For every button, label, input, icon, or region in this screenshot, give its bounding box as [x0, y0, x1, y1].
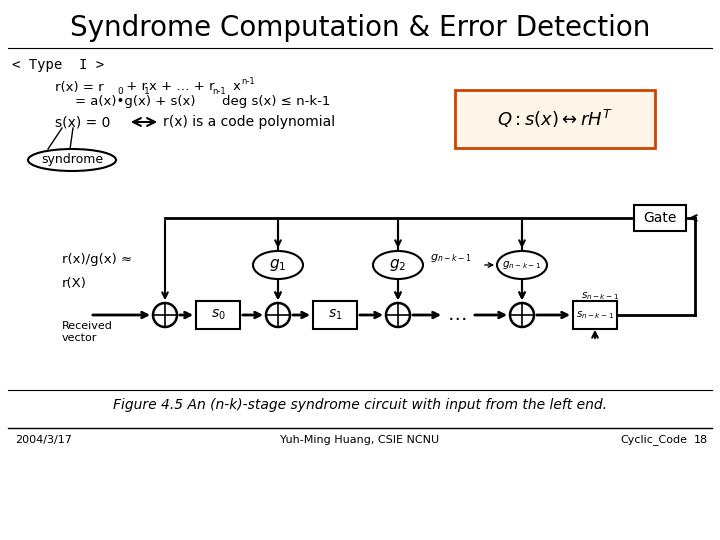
Circle shape	[510, 303, 534, 327]
Bar	[455, 90, 655, 148]
Text: < Type  I >: < Type I >	[12, 58, 104, 72]
Ellipse shape	[253, 251, 303, 279]
Bar	[634, 205, 686, 231]
Ellipse shape	[497, 251, 547, 279]
Text: $s_1$: $s_1$	[328, 308, 342, 322]
Text: r(x) = r: r(x) = r	[55, 80, 104, 93]
Text: Received: Received	[62, 321, 113, 331]
Text: Gate: Gate	[643, 211, 677, 225]
Bar	[196, 301, 240, 329]
Text: $g_{n-k-1}$: $g_{n-k-1}$	[503, 259, 541, 271]
Text: Syndrome Computation & Error Detection: Syndrome Computation & Error Detection	[70, 14, 650, 42]
Text: Yuh-Ming Huang, CSIE NCNU: Yuh-Ming Huang, CSIE NCNU	[280, 435, 440, 445]
Text: 1: 1	[144, 86, 150, 96]
Text: r(x) is a code polynomial: r(x) is a code polynomial	[163, 115, 335, 129]
Ellipse shape	[373, 251, 423, 279]
Text: vector: vector	[62, 333, 97, 343]
Text: $s_{n-k-1}$: $s_{n-k-1}$	[576, 309, 614, 321]
Text: 0: 0	[117, 86, 122, 96]
Text: r(X): r(X)	[62, 276, 87, 289]
Text: + r: + r	[122, 80, 147, 93]
Text: 2004/3/17: 2004/3/17	[15, 435, 72, 445]
Text: = a(x)•g(x) + s(x): = a(x)•g(x) + s(x)	[75, 94, 196, 107]
Ellipse shape	[28, 149, 116, 171]
Text: x: x	[233, 80, 241, 93]
Circle shape	[153, 303, 177, 327]
Text: n-1: n-1	[241, 78, 255, 86]
Text: Figure 4.5 An (n-k)-stage syndrome circuit with input from the left end.: Figure 4.5 An (n-k)-stage syndrome circu…	[113, 398, 607, 412]
Text: s(x) = 0: s(x) = 0	[55, 115, 114, 129]
Text: r(x)/g(x) ≈: r(x)/g(x) ≈	[62, 253, 132, 267]
Text: Cyclic_Code: Cyclic_Code	[620, 435, 687, 446]
Circle shape	[386, 303, 410, 327]
Text: n-1: n-1	[212, 86, 225, 96]
Text: $s_0$: $s_0$	[211, 308, 225, 322]
Text: $s_{n-k-1}$: $s_{n-k-1}$	[581, 290, 619, 302]
Text: deg s(x) ≤ n-k-1: deg s(x) ≤ n-k-1	[222, 94, 330, 107]
Text: x + … + r: x + … + r	[149, 80, 215, 93]
Text: …: …	[449, 306, 468, 325]
Text: $g_2$: $g_2$	[390, 257, 407, 273]
Text: $Q:s(x) \leftrightarrow rH^T$: $Q:s(x) \leftrightarrow rH^T$	[497, 108, 613, 130]
Text: 18: 18	[694, 435, 708, 445]
Circle shape	[266, 303, 290, 327]
Bar	[313, 301, 357, 329]
Text: $g_1$: $g_1$	[269, 257, 287, 273]
Text: $g_{n-k-1}$: $g_{n-k-1}$	[430, 252, 472, 264]
Text: syndrome: syndrome	[41, 153, 103, 166]
Bar	[573, 301, 617, 329]
